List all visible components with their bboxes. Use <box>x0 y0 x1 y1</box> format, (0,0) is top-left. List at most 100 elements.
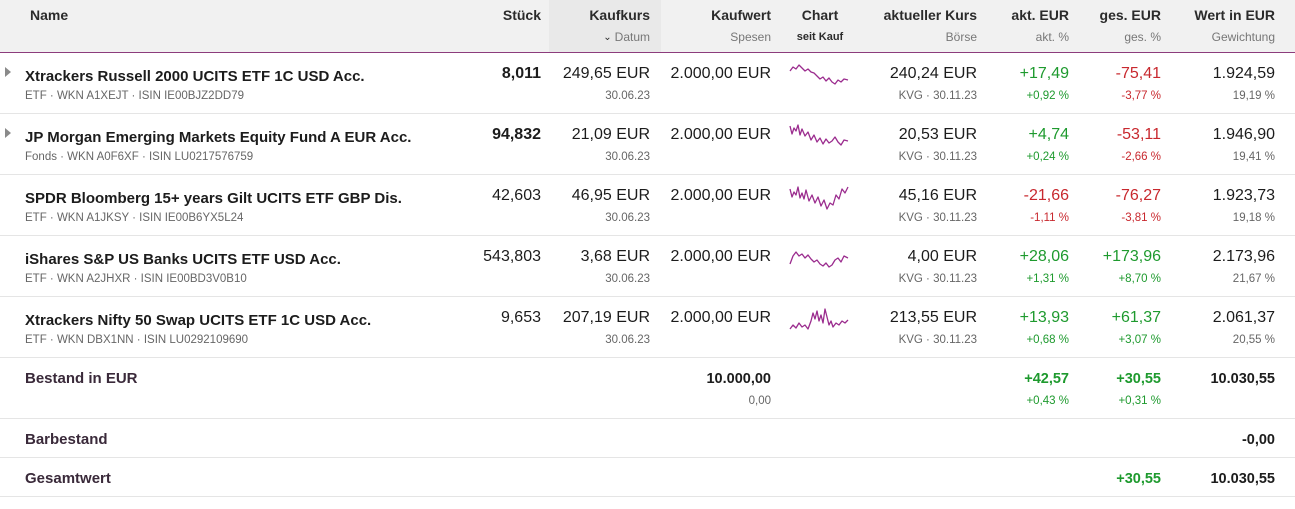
kaufwert-value: 2.000,00 EUR <box>670 126 771 143</box>
security-meta: ETF · WKN A2JHXR · ISIN IE00BD3V0B10 <box>25 273 247 285</box>
ges-pct-value: +8,70 % <box>1118 273 1161 285</box>
stueck-value: 8,011 <box>501 65 541 82</box>
boerse-value: KVG · 30.11.23 <box>898 151 977 163</box>
aktueller-kurs-value: 240,24 EUR <box>889 65 977 82</box>
kaufkurs-value: 46,95 EUR <box>571 187 650 204</box>
akt-pct-value: +0,24 % <box>1026 151 1069 163</box>
bestand-ges-eur: +30,55 <box>1116 371 1161 387</box>
aktueller-kurs-value: 4,00 EUR <box>907 248 977 265</box>
security-meta: Fonds · WKN A0F6XF · ISIN LU0217576759 <box>25 151 254 163</box>
header-name[interactable]: Name <box>30 7 69 23</box>
wert-value: 1.924,59 <box>1212 65 1275 82</box>
ges-pct-value: +3,07 % <box>1118 334 1161 346</box>
header-wert[interactable]: Wert in EUR Gewichtung <box>1194 7 1275 44</box>
table-row[interactable]: Xtrackers Nifty 50 Swap UCITS ETF 1C USD… <box>0 297 1295 358</box>
boerse-value: KVG · 30.11.23 <box>898 334 977 346</box>
security-meta: ETF · WKN A1XEJT · ISIN IE00BJZ2DD79 <box>25 90 244 102</box>
aktueller-kurs-value: 45,16 EUR <box>898 187 977 204</box>
kaufdatum-value: 30.06.23 <box>605 212 650 224</box>
gewichtung-value: 19,19 % <box>1232 90 1275 102</box>
header-aktueller-kurs[interactable]: aktueller Kurs Börse <box>883 7 977 44</box>
kaufkurs-value: 207,19 EUR <box>562 309 650 326</box>
boerse-value: KVG · 30.11.23 <box>898 90 977 102</box>
akt-pct-value: -1,11 % <box>1030 212 1069 224</box>
header-ges-eur[interactable]: ges. EUR ges. % <box>1099 7 1161 44</box>
gesamtwert-row: Gesamtwert +30,55 10.030,55 <box>0 458 1295 497</box>
sparkline-chart-icon[interactable] <box>788 120 852 156</box>
table-header: Name Stück Kaufkurs ⌄ Datum Kaufwert Spes… <box>0 0 1295 53</box>
bestand-row: Bestand in EUR 10.000,00 0,00 +42,57 +0,… <box>0 358 1295 419</box>
kaufwert-value: 2.000,00 EUR <box>670 65 771 82</box>
header-kaufwert[interactable]: Kaufwert Spesen <box>711 7 771 44</box>
akt-pct-value: +1,31 % <box>1026 273 1069 285</box>
sparkline-chart-icon[interactable] <box>788 242 852 278</box>
header-akt-eur[interactable]: akt. EUR akt. % <box>1011 7 1069 44</box>
barbestand-row: Barbestand -0,00 <box>0 419 1295 458</box>
ges-eur-value: -53,11 <box>1116 126 1161 143</box>
expand-arrow-icon[interactable] <box>5 128 11 138</box>
kaufdatum-value: 30.06.23 <box>605 90 650 102</box>
kaufwert-value: 2.000,00 EUR <box>670 187 771 204</box>
security-name[interactable]: Xtrackers Nifty 50 Swap UCITS ETF 1C USD… <box>25 312 372 329</box>
gesamtwert-label: Gesamtwert <box>25 470 111 487</box>
gewichtung-value: 20,55 % <box>1232 334 1275 346</box>
header-chart[interactable]: Chart seit Kauf <box>796 7 844 43</box>
wert-value: 2.173,96 <box>1212 248 1275 265</box>
kaufdatum-value: 30.06.23 <box>605 334 650 346</box>
gewichtung-value: 19,18 % <box>1232 212 1275 224</box>
kaufkurs-value: 249,65 EUR <box>562 65 650 82</box>
security-name[interactable]: Xtrackers Russell 2000 UCITS ETF 1C USD … <box>25 68 365 85</box>
bestand-akt-eur: +42,57 <box>1024 371 1069 387</box>
sparkline-chart-icon[interactable] <box>788 181 852 217</box>
aktueller-kurs-value: 20,53 EUR <box>898 126 977 143</box>
kaufdatum-value: 30.06.23 <box>605 273 650 285</box>
stueck-value: 42,603 <box>492 187 541 204</box>
bestand-ges-pct: +0,31 % <box>1118 395 1161 407</box>
security-name[interactable]: SPDR Bloomberg 15+ years Gilt UCITS ETF … <box>25 190 402 207</box>
table-row[interactable]: Xtrackers Russell 2000 UCITS ETF 1C USD … <box>0 53 1295 114</box>
barbestand-label: Barbestand <box>25 431 108 448</box>
sparkline-chart-icon[interactable] <box>788 303 852 339</box>
stueck-value: 94,832 <box>492 126 541 143</box>
kaufkurs-value: 3,68 EUR <box>580 248 650 265</box>
akt-eur-value: +17,49 <box>1019 65 1069 82</box>
table-row[interactable]: SPDR Bloomberg 15+ years Gilt UCITS ETF … <box>0 175 1295 236</box>
akt-eur-value: +4,74 <box>1028 126 1069 143</box>
bestand-kaufwert: 10.000,00 <box>706 371 771 387</box>
sparkline-chart-icon[interactable] <box>788 59 852 95</box>
security-name[interactable]: iShares S&P US Banks UCITS ETF USD Acc. <box>25 251 341 268</box>
kaufwert-value: 2.000,00 EUR <box>670 309 771 326</box>
akt-eur-value: +13,93 <box>1019 309 1069 326</box>
gewichtung-value: 19,41 % <box>1232 151 1275 163</box>
barbestand-wert: -0,00 <box>1241 432 1275 448</box>
akt-eur-value: -21,66 <box>1023 187 1069 204</box>
boerse-value: KVG · 30.11.23 <box>898 273 977 285</box>
ges-eur-value: +173,96 <box>1102 248 1161 265</box>
expand-arrow-icon[interactable] <box>5 67 11 77</box>
portfolio-table: Name Stück Kaufkurs ⌄ Datum Kaufwert Spes… <box>0 0 1295 497</box>
gesamtwert-ges-eur: +30,55 <box>1116 471 1161 487</box>
table-row[interactable]: iShares S&P US Banks UCITS ETF USD Acc. … <box>0 236 1295 297</box>
ges-eur-value: -76,27 <box>1115 187 1161 204</box>
header-stueck[interactable]: Stück <box>502 7 541 23</box>
gewichtung-value: 21,67 % <box>1232 273 1275 285</box>
security-meta: ETF · WKN A1JKSY · ISIN IE00B6YX5L24 <box>25 212 244 224</box>
stueck-value: 543,803 <box>483 248 541 265</box>
ges-eur-value: +61,37 <box>1111 309 1161 326</box>
kaufwert-value: 2.000,00 EUR <box>670 248 771 265</box>
security-name[interactable]: JP Morgan Emerging Markets Equity Fund A… <box>25 129 412 146</box>
gesamtwert-wert: 10.030,55 <box>1210 471 1275 487</box>
ges-pct-value: -3,77 % <box>1121 90 1161 102</box>
wert-value: 2.061,37 <box>1212 309 1275 326</box>
kaufkurs-value: 21,09 EUR <box>571 126 650 143</box>
bestand-wert: 10.030,55 <box>1210 371 1275 387</box>
akt-eur-value: +28,06 <box>1019 248 1069 265</box>
ges-pct-value: -2,66 % <box>1121 151 1161 163</box>
akt-pct-value: +0,92 % <box>1026 90 1069 102</box>
security-meta: ETF · WKN DBX1NN · ISIN LU0292109690 <box>25 334 249 346</box>
wert-value: 1.946,90 <box>1212 126 1275 143</box>
table-row[interactable]: JP Morgan Emerging Markets Equity Fund A… <box>0 114 1295 175</box>
wert-value: 1.923,73 <box>1212 187 1275 204</box>
header-kaufkurs[interactable]: Kaufkurs ⌄ Datum <box>589 7 650 44</box>
ges-eur-value: -75,41 <box>1115 65 1161 82</box>
